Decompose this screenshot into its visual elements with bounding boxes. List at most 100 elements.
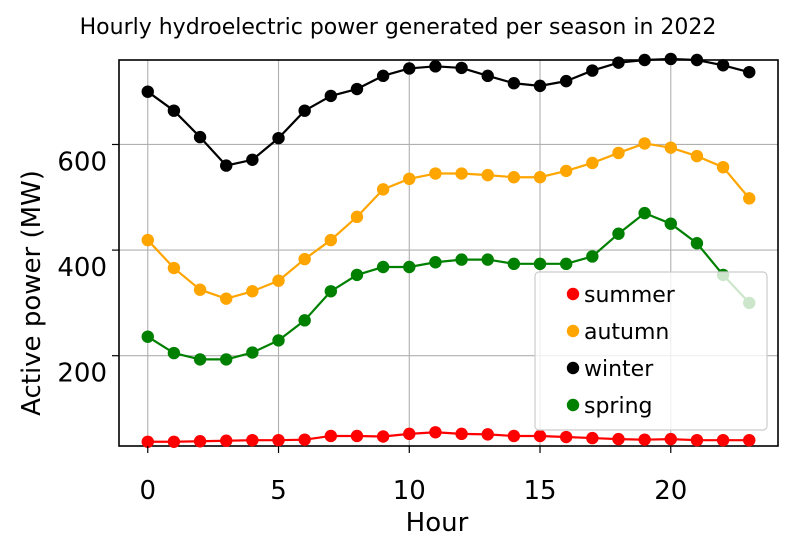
legend-label-autumn: autumn: [584, 320, 669, 345]
point-spring-21: [690, 237, 704, 250]
point-spring-0: [141, 330, 154, 343]
series-autumn: [141, 137, 756, 305]
point-summer-0: [141, 435, 154, 448]
series-line-winter: [146, 57, 751, 167]
point-winter-19: [638, 53, 651, 67]
point-summer-13: [481, 428, 494, 441]
point-autumn-12: [455, 167, 468, 180]
legend-items: summer autumn winter spring: [566, 283, 676, 419]
legend-marker-spring: [566, 398, 580, 412]
plot-frame: [118, 59, 779, 447]
point-summer-16: [559, 430, 573, 444]
point-spring-7: [324, 285, 338, 298]
point-summer-2: [193, 435, 207, 448]
point-spring-11: [429, 256, 442, 269]
point-summer-7: [324, 429, 338, 443]
point-summer-15: [533, 429, 547, 443]
point-autumn-6: [298, 252, 311, 266]
point-summer-14: [507, 429, 521, 443]
point-autumn-14: [507, 171, 521, 184]
point-spring-2: [193, 353, 207, 366]
point-summer-8: [350, 429, 364, 443]
x-tick-label-1: 5: [270, 476, 287, 506]
x-tick-label-4: 20: [654, 476, 687, 506]
point-winter-23: [743, 65, 756, 79]
point-summer-20: [664, 432, 677, 446]
x-tick-label-0: 0: [139, 476, 156, 506]
point-winter-5: [272, 131, 285, 145]
point-winter-0: [141, 85, 154, 98]
point-autumn-7: [324, 233, 338, 247]
point-autumn-4: [246, 285, 259, 298]
point-winter-11: [429, 60, 442, 73]
legend: summer autumn winter spring: [534, 271, 768, 431]
ticks-layer: 0 5 10 15 20 200 400 600: [57, 143, 687, 506]
point-spring-17: [586, 250, 599, 263]
point-spring-16: [559, 257, 573, 271]
point-winter-16: [559, 74, 573, 88]
point-spring-8: [350, 268, 364, 282]
point-winter-13: [481, 69, 494, 83]
legend-label-winter: winter: [584, 357, 654, 382]
point-winter-10: [403, 62, 416, 75]
series-spring: [141, 206, 756, 366]
point-spring-20: [664, 217, 677, 230]
point-winter-8: [350, 82, 364, 96]
point-winter-17: [586, 64, 599, 77]
point-autumn-5: [272, 274, 285, 287]
point-autumn-9: [376, 183, 390, 196]
point-spring-13: [481, 253, 494, 266]
point-autumn-20: [664, 141, 677, 154]
point-spring-19: [638, 206, 651, 220]
y-tick-label-0: 200: [57, 359, 107, 389]
point-autumn-21: [690, 149, 704, 163]
series-winter: [141, 52, 756, 172]
point-autumn-0: [141, 233, 154, 247]
point-winter-15: [533, 79, 547, 93]
point-winter-7: [324, 89, 338, 103]
point-spring-18: [612, 227, 625, 240]
point-autumn-10: [403, 172, 416, 186]
point-autumn-2: [193, 283, 207, 296]
point-spring-3: [220, 353, 233, 366]
point-spring-12: [455, 253, 468, 266]
point-autumn-11: [429, 167, 442, 180]
point-autumn-16: [559, 164, 573, 178]
x-tick-label-2: 10: [393, 476, 426, 506]
point-summer-11: [429, 426, 442, 439]
point-winter-9: [376, 69, 390, 83]
point-winter-4: [246, 153, 259, 167]
y-tick-label-1: 400: [57, 253, 107, 283]
point-summer-19: [638, 433, 651, 446]
chart-title: Hourly hydroelectric power generated per…: [80, 15, 717, 40]
point-winter-1: [167, 104, 181, 117]
x-axis-label: Hour: [406, 508, 469, 538]
point-autumn-13: [481, 168, 494, 182]
point-winter-20: [664, 52, 677, 66]
legend-marker-winter: [566, 361, 580, 375]
point-spring-6: [298, 314, 311, 327]
x-tick-label-3: 15: [523, 476, 556, 506]
point-autumn-22: [716, 160, 730, 174]
legend-box: [534, 271, 768, 431]
point-summer-12: [455, 427, 468, 441]
point-summer-21: [690, 433, 704, 447]
legend-marker-summer: [566, 287, 580, 301]
point-summer-17: [586, 431, 599, 445]
legend-label-spring: spring: [584, 394, 653, 419]
point-summer-6: [298, 433, 311, 446]
point-autumn-19: [638, 137, 651, 150]
point-summer-9: [376, 430, 390, 443]
point-winter-18: [612, 56, 625, 69]
point-autumn-15: [533, 171, 547, 184]
point-autumn-3: [220, 292, 233, 305]
point-summer-4: [246, 433, 259, 447]
legend-marker-autumn: [566, 324, 580, 338]
point-spring-4: [246, 346, 259, 359]
point-autumn-17: [586, 156, 599, 170]
point-spring-10: [403, 260, 416, 274]
point-autumn-8: [350, 210, 364, 224]
y-axis-label: Active power (MW): [17, 170, 47, 416]
